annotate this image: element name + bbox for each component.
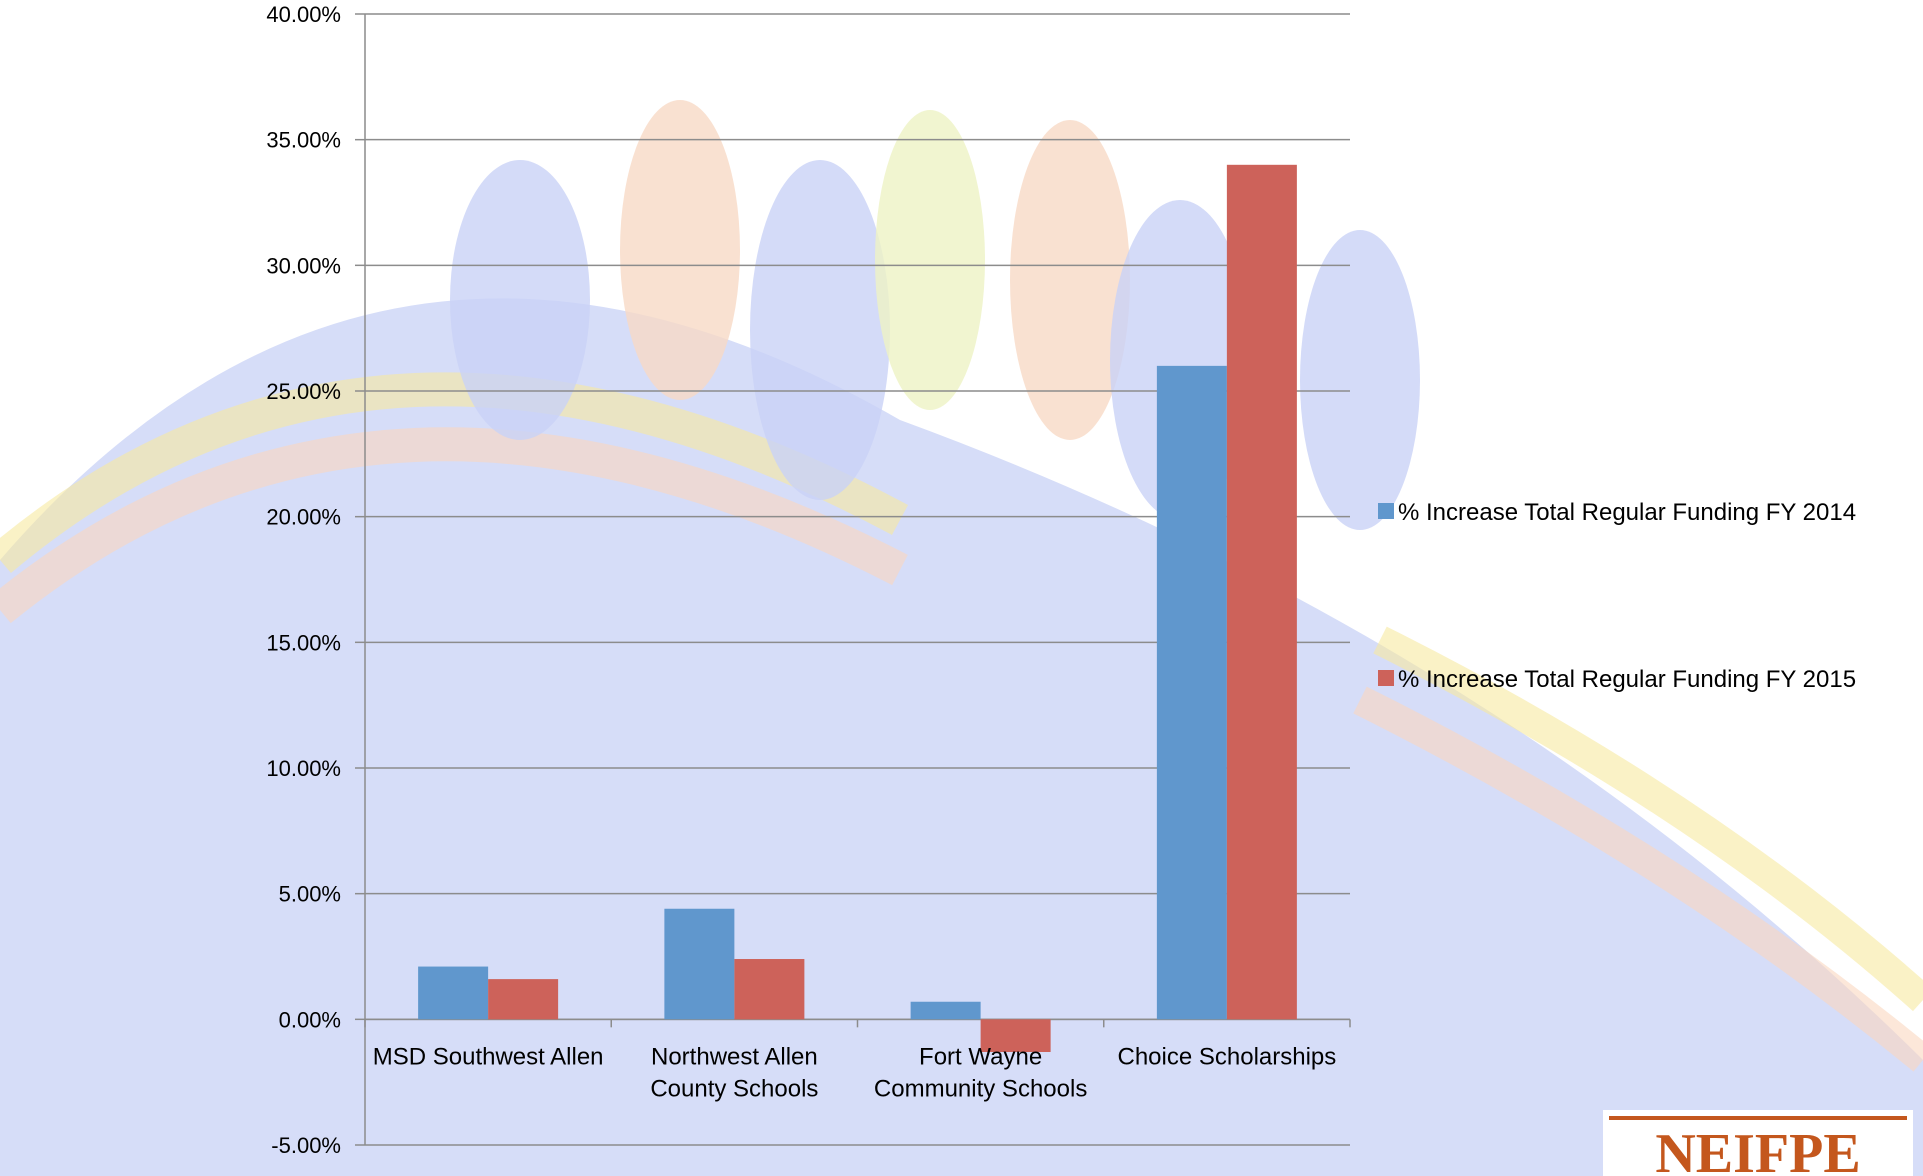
y-tick-label: 25.00%	[266, 379, 341, 404]
bar-series-1	[418, 966, 489, 1020]
x-category-label: County Schools	[650, 1075, 818, 1102]
bars	[418, 164, 1297, 1053]
x-category-label: Northwest Allen	[651, 1043, 818, 1070]
y-tick-label: 5.00%	[279, 882, 341, 907]
bar-series-1	[1156, 365, 1227, 1020]
x-category-label: Fort Wayne	[919, 1043, 1042, 1070]
x-category-label: MSD Southwest Allen	[373, 1043, 604, 1070]
bar-series-1	[910, 1001, 981, 1020]
legend: % Increase Total Regular Funding FY 2014…	[1378, 499, 1856, 693]
legend-label: % Increase Total Regular Funding FY 2014	[1398, 499, 1856, 526]
y-tick-label: 0.00%	[279, 1007, 341, 1032]
bar-series-2	[488, 979, 559, 1020]
bar-series-2	[980, 1019, 1051, 1053]
neifpe-logo: NEIFPE	[1603, 1110, 1913, 1176]
y-tick-label: 20.00%	[266, 505, 341, 530]
legend-label: % Increase Total Regular Funding FY 2015	[1398, 666, 1856, 693]
y-tick-label: 10.00%	[266, 756, 341, 781]
x-category-label: Community Schools	[874, 1075, 1087, 1102]
y-tick-label: -5.00%	[271, 1133, 341, 1158]
x-category-label: Choice Scholarships	[1117, 1043, 1336, 1070]
y-tick-label: 15.00%	[266, 630, 341, 655]
y-tick-label: 40.00%	[266, 2, 341, 27]
tick-labels: -5.00% 0.00% 5.00% 10.00% 15.00% 20.00% 25.00%…	[266, 2, 1336, 1158]
y-tick-label: 30.00%	[266, 253, 341, 278]
logo-text: NEIFPE	[1655, 1123, 1860, 1176]
legend-swatch	[1378, 503, 1394, 519]
bar-series-2	[734, 959, 805, 1020]
legend-swatch	[1378, 670, 1394, 686]
bar-series-2	[1226, 164, 1297, 1020]
y-tick-label: 35.00%	[266, 128, 341, 153]
bar-series-1	[664, 908, 735, 1020]
background-illustration	[0, 100, 1923, 1176]
